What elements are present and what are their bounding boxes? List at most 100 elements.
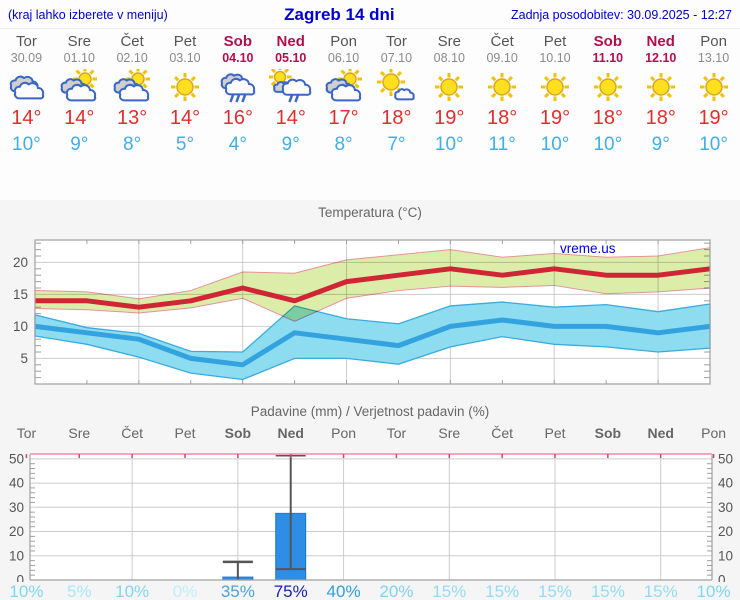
day-date: 10.10 xyxy=(539,50,571,65)
weather-icon xyxy=(687,68,740,106)
precip-day-label: Tor xyxy=(16,425,37,441)
low-temp: 10° xyxy=(434,133,464,155)
svg-text:10: 10 xyxy=(718,548,733,563)
sunny-icon xyxy=(435,72,464,101)
day-date: 11.10 xyxy=(592,50,624,65)
low-temp: 8° xyxy=(123,133,142,155)
day-date: 03.10 xyxy=(169,50,201,65)
svg-text:50: 50 xyxy=(9,451,24,466)
day-date: 05.10 xyxy=(275,50,307,65)
high-temp: 14° xyxy=(275,106,306,129)
precipitation-chart: 0 0 10 10 20 20 30 30 40 40 50 50 xyxy=(9,451,733,583)
high-temp: 19° xyxy=(434,106,465,129)
precip-day-label: Čet xyxy=(121,425,144,441)
precip-day-label: Sob xyxy=(594,425,622,441)
weather-icon xyxy=(423,68,476,106)
day-date: 06.10 xyxy=(327,50,360,65)
low-temp: 10° xyxy=(699,133,728,155)
day-date: 04.10 xyxy=(222,50,254,65)
day-column: Ned 05.10 14° 9° xyxy=(264,33,317,156)
svg-text:15: 15 xyxy=(13,287,28,302)
max-temp-line xyxy=(35,266,711,310)
precip-probability: 10% xyxy=(9,582,44,600)
precip-probability: 15% xyxy=(537,582,572,600)
day-name: Ned xyxy=(646,33,675,50)
low-temp: 9° xyxy=(281,133,300,155)
sunny-icon xyxy=(170,72,199,101)
precip-probability: 15% xyxy=(485,582,520,600)
precip-probability: 35% xyxy=(220,582,255,600)
partly-cloudy-icon xyxy=(113,68,151,102)
day-name: Pet xyxy=(173,33,197,50)
day-name: Sre xyxy=(67,33,91,50)
svg-text:30: 30 xyxy=(718,500,733,515)
rain-icon xyxy=(220,73,256,103)
sunny-icon xyxy=(593,72,622,101)
weather-icon xyxy=(476,68,529,106)
svg-text:0: 0 xyxy=(16,573,24,583)
min-temp-line xyxy=(34,317,711,368)
day-column: Tor 07.10 18° 7° xyxy=(370,33,423,156)
day-date: 01.10 xyxy=(63,50,95,65)
precip-day-row: Tor Sre Čet Pet Sob Ned Pon Tor Sre Čet Pet Sob Ned P… xyxy=(0,424,740,444)
day-name: Tor xyxy=(16,33,37,50)
high-temp: 19° xyxy=(539,106,571,129)
precip-day-label: Pet xyxy=(544,425,566,441)
precip-probability: 10% xyxy=(115,582,150,600)
low-temp: 10° xyxy=(593,133,623,155)
svg-text:40: 40 xyxy=(9,476,24,491)
day-name: Tor xyxy=(386,33,407,50)
day-column: Čet 02.10 13° 8° xyxy=(106,33,159,156)
precip-probability: 20% xyxy=(379,582,414,600)
low-temp: 10° xyxy=(540,133,570,155)
day-date: 13.10 xyxy=(697,50,730,65)
day-name: Pon xyxy=(700,33,727,50)
day-column: Pon 06.10 17° 8° xyxy=(317,33,370,156)
high-temp: 18° xyxy=(487,106,518,129)
precip-day-label: Sre xyxy=(438,425,461,441)
mostly-sunny-icon xyxy=(377,68,416,101)
svg-text:0: 0 xyxy=(718,573,726,583)
day-name: Čet xyxy=(120,33,144,50)
day-column: Čet 09.10 18° 11° xyxy=(476,33,529,156)
sunny-icon xyxy=(540,72,569,101)
partly-cloudy-icon xyxy=(60,68,98,102)
day-name: Pon xyxy=(330,33,357,50)
high-temp: 18° xyxy=(592,106,623,129)
precip-day-label: Ned xyxy=(647,425,674,441)
precip-day-label: Čet xyxy=(491,425,514,441)
precip-day-label: Sob xyxy=(224,425,252,441)
svg-text:10: 10 xyxy=(13,319,28,334)
weather-icon xyxy=(317,68,370,106)
day-name: Ned xyxy=(276,33,305,50)
low-temp: 7° xyxy=(387,133,406,155)
low-temp: 5° xyxy=(175,133,195,155)
day-date: 08.10 xyxy=(433,50,465,65)
low-temp: 9° xyxy=(70,133,89,155)
forecast-strip: Tor 30.09 14° 10° Sre 01.10 14° 9° Čet 0… xyxy=(0,29,740,156)
precip-day-label: Pon xyxy=(701,425,727,441)
precip-day-label: Tor xyxy=(386,425,407,441)
low-temp: 11° xyxy=(488,133,516,155)
high-temp: 18° xyxy=(381,106,412,129)
precipitation-chart-title: Padavine (mm) / Verjetnost padavin (%) xyxy=(250,404,490,419)
high-temp: 14° xyxy=(11,106,42,129)
weather-icon xyxy=(264,68,317,106)
precip-day-label: Pon xyxy=(331,425,357,441)
weather-icon xyxy=(370,68,423,106)
weather-icon xyxy=(159,68,212,106)
weather-icon xyxy=(581,68,634,106)
high-temp: 14° xyxy=(169,106,201,129)
weather-icon xyxy=(634,68,687,106)
precip-day-label: Ned xyxy=(277,425,304,441)
vreme-watermark: vreme.us xyxy=(560,241,616,256)
weather-icon xyxy=(211,68,264,106)
cloudy-icon xyxy=(10,75,45,100)
sunny-icon xyxy=(699,72,728,101)
day-column: Sob 04.10 16° 4° xyxy=(211,33,264,156)
weather-icon xyxy=(0,68,53,106)
low-temp: 8° xyxy=(334,133,353,155)
day-name: Sob xyxy=(223,33,253,50)
day-name: Sre xyxy=(437,33,461,50)
